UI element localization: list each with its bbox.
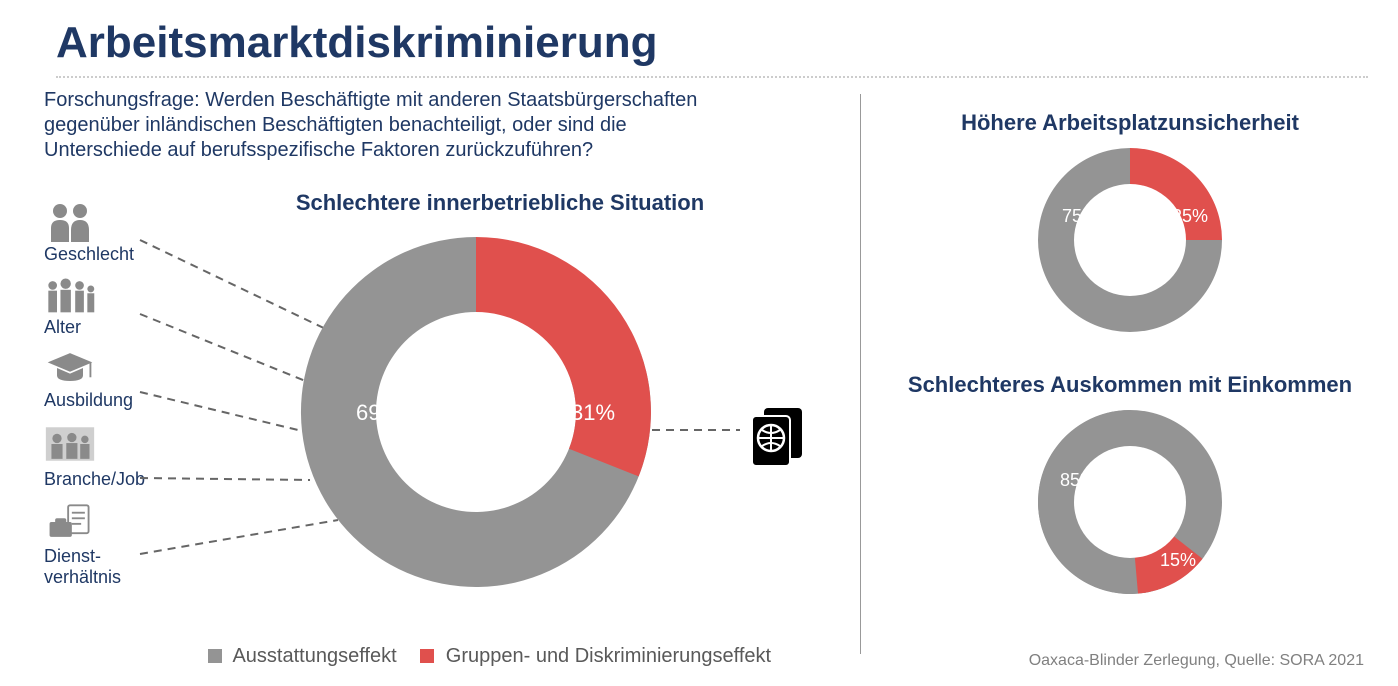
donut-label-red: 25% (1172, 206, 1208, 226)
legend-swatch-red (420, 649, 434, 663)
left-panel: Forschungsfrage: Werden Beschäftigte mit… (0, 82, 860, 686)
donut-label-grey: 69% (356, 400, 400, 425)
right-panel: Höhere Arbeitsplatzunsicherheit 75% 25% … (870, 82, 1390, 686)
main-donut-chart: 69% 31% (286, 222, 666, 602)
footer-source: Oaxaca-Blinder Zerlegung, Quelle: SORA 2… (1029, 652, 1364, 670)
main-area: Forschungsfrage: Werden Beschäftigte mit… (0, 82, 1398, 686)
small-chart-2: Schlechteres Auskommen mit Einkommen 85% (870, 372, 1390, 598)
small-donut-1: 75% 25% (1025, 136, 1235, 336)
donut-slice-red (1130, 148, 1222, 240)
donut-label-grey: 85% (1060, 470, 1096, 490)
small-chart-2-title: Schlechteres Auskommen mit Einkommen (908, 372, 1352, 398)
chart-legend: Ausstattungseffekt Gruppen- und Diskrimi… (190, 645, 771, 668)
small-chart-1-title: Höhere Arbeitsplatzunsicherheit (961, 110, 1299, 136)
legend-label-grey: Ausstattungseffekt (232, 645, 396, 667)
legend-label-red: Gruppen- und Diskriminierungseffekt (446, 645, 771, 667)
donut-label-red: 31% (571, 400, 615, 425)
divider-dotted (56, 76, 1368, 78)
legend-swatch-grey (208, 649, 222, 663)
vertical-divider (860, 94, 861, 654)
donut-label-grey: 75% (1062, 206, 1098, 226)
page-title: Arbeitsmarktdiskriminierung (0, 0, 1398, 76)
donut-label-red: 15% (1160, 550, 1196, 570)
small-chart-1: Höhere Arbeitsplatzunsicherheit 75% 25% (870, 110, 1390, 336)
small-donut-2: 85% 15% (1025, 398, 1235, 598)
passport-icon (744, 402, 816, 466)
donut-slice-red2 (476, 237, 651, 476)
